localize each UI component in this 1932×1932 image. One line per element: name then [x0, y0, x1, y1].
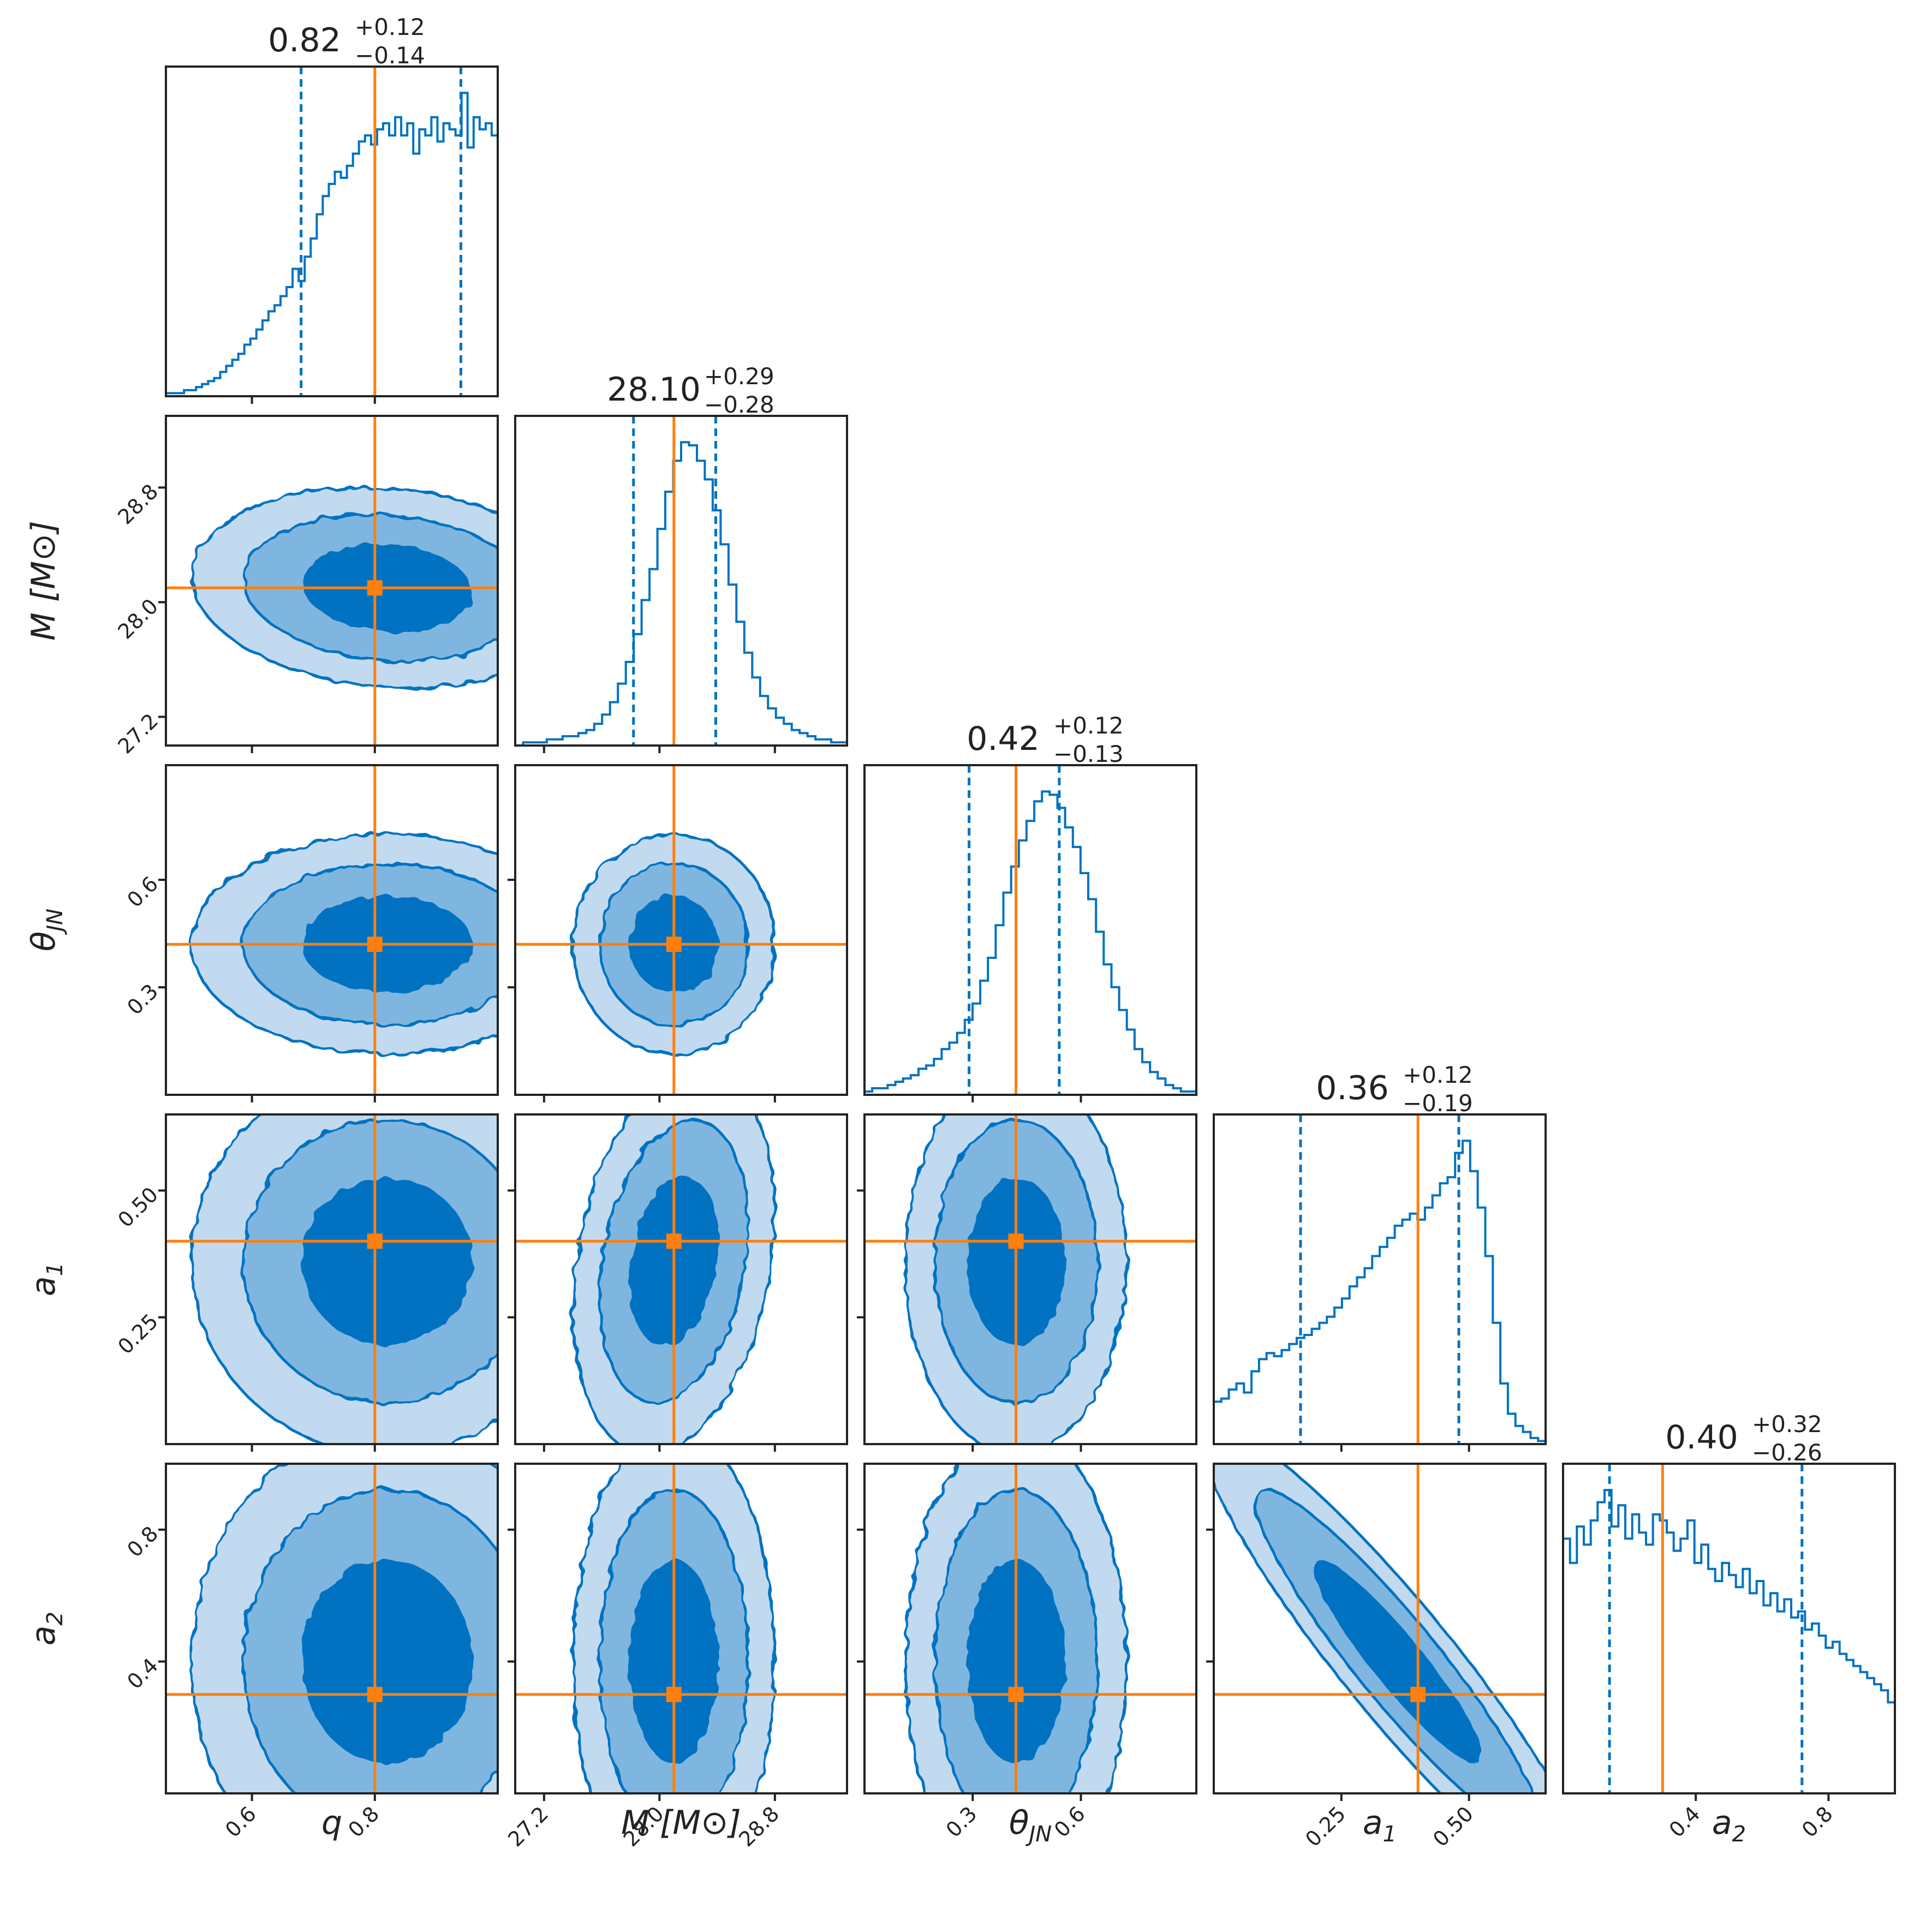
contour-panel-theta-vs-M [515, 765, 847, 1095]
panel-frame [514, 415, 848, 747]
panel-frame [863, 1113, 1197, 1445]
panel-title-plus-M: +0.29 [704, 363, 774, 390]
panel-title-minus-a2: −0.26 [1752, 1439, 1822, 1466]
panel-title-minus-M: −0.28 [704, 391, 774, 418]
panel-title-q: 0.82 [268, 21, 341, 59]
histogram-step-M [515, 441, 847, 746]
y-tick-label-theta: 0.6 [122, 872, 163, 912]
histogram-a1 [1214, 1140, 1546, 1444]
contour-panel-M-vs-q [166, 416, 498, 746]
x-tick-label-theta: 0.3 [941, 1802, 982, 1842]
frame-layer [158, 65, 1896, 1801]
panel-title-minus-theta: −0.13 [1053, 741, 1124, 767]
x-tick-label-M: 27.2 [503, 1802, 553, 1851]
panel-frame [514, 1463, 848, 1794]
y-tick-label-M: 28.8 [113, 479, 163, 529]
y-axis-label-a2: a2 [25, 1612, 68, 1645]
x-axis-label-theta: θJN [1009, 1804, 1052, 1847]
panel-frame [165, 415, 499, 747]
panel-frame [1562, 1463, 1896, 1794]
panel-frame [1213, 1113, 1547, 1445]
truth-marker [666, 1233, 682, 1249]
x-tick-label-a1: 0.50 [1428, 1802, 1478, 1851]
truth-marker [666, 1686, 682, 1702]
panel-frame [1213, 1463, 1547, 1794]
truth-marker [367, 1686, 383, 1702]
contour-inner [302, 1177, 473, 1346]
panel-title-M: 28.10 [607, 371, 701, 409]
truth-ci-layer [300, 67, 1804, 1793]
panel-title-theta: 0.42 [967, 720, 1040, 758]
truth-marker [1410, 1686, 1426, 1702]
x-tick-label-M: 28.8 [734, 1802, 784, 1851]
histogram-q [166, 92, 498, 396]
contour-panel-a1-vs-theta [864, 1114, 1196, 1444]
truth-marker [1008, 1686, 1024, 1702]
y-tick-label-a1: 0.50 [113, 1183, 163, 1232]
panel-frame [165, 1463, 499, 1794]
contour-inner [1313, 1560, 1482, 1763]
x-tick-label-a2: 0.4 [1665, 1802, 1705, 1842]
panel-title-minus-a1: −0.19 [1403, 1090, 1473, 1117]
y-tick-label-a1: 0.25 [113, 1309, 163, 1359]
y-axis-label-theta: θJN [25, 909, 68, 951]
histogram-a2 [1563, 1489, 1895, 1793]
contour-panel-theta-vs-q [166, 765, 498, 1095]
y-tick-label-theta: 0.3 [122, 979, 163, 1019]
y-axis-label-a1: a1 [25, 1262, 68, 1296]
panel-frame [165, 65, 499, 397]
x-axis-label-M: M [M⊙] [621, 1804, 741, 1842]
x-tick-label-a2: 0.8 [1797, 1802, 1838, 1842]
y-tick-label-M: 27.2 [113, 709, 163, 759]
truth-marker [367, 580, 383, 596]
contour-inner [302, 1560, 473, 1763]
x-axis-label-a2: a2 [1712, 1804, 1746, 1847]
truth-marker [367, 1233, 383, 1249]
panel-title-plus-theta: +0.12 [1053, 712, 1124, 739]
panel-frame [165, 1113, 499, 1445]
panel-title-plus-a2: +0.32 [1752, 1411, 1822, 1438]
histogram-step-theta [864, 790, 1196, 1095]
truth-marker [666, 937, 682, 952]
y-tick-label-M: 28.0 [113, 594, 163, 644]
panel-title-a2: 0.40 [1665, 1418, 1738, 1457]
contour-layer [166, 416, 1546, 1793]
panel-title-plus-a1: +0.12 [1403, 1062, 1473, 1088]
contour-panel-a1-vs-q [166, 1114, 498, 1444]
panel-frame [863, 764, 1197, 1096]
truth-marker [367, 937, 383, 952]
x-axis-label-q: q [321, 1804, 342, 1842]
histogram-theta [864, 790, 1196, 1095]
contour-panel-a2-vs-theta [864, 1464, 1196, 1793]
contour-panel-a2-vs-q [166, 1464, 498, 1793]
histogram-M [515, 441, 847, 746]
contour-panel-a2-vs-M [515, 1464, 847, 1793]
histogram-step-a2 [1563, 1489, 1895, 1793]
panel-title-minus-q: −0.14 [355, 42, 425, 69]
histogram-step-q [166, 92, 498, 396]
y-tick-label-a2: 0.8 [122, 1522, 163, 1562]
panel-frame [165, 764, 499, 1096]
histogram-step-a1 [1214, 1140, 1546, 1444]
x-tick-label-a1: 0.25 [1301, 1802, 1350, 1851]
panel-frame [863, 1463, 1197, 1794]
panel-title-a1: 0.36 [1316, 1069, 1389, 1107]
x-tick-label-theta: 0.6 [1050, 1802, 1090, 1842]
x-tick-label-q: 0.8 [343, 1802, 384, 1842]
panel-frame [514, 1113, 848, 1445]
contour-panel-a2-vs-a1 [1214, 1464, 1546, 1793]
x-tick-label-q: 0.6 [220, 1802, 261, 1842]
y-axis-label-M: M [M⊙] [25, 521, 63, 641]
x-axis-label-a1: a1 [1363, 1804, 1397, 1847]
truth-marker [1008, 1233, 1024, 1249]
y-tick-label-a2: 0.4 [122, 1654, 163, 1694]
contour-panel-a1-vs-M [515, 1114, 847, 1444]
panel-title-plus-q: +0.12 [355, 14, 425, 40]
histogram-layer [166, 92, 1895, 1793]
panel-frame [514, 764, 848, 1096]
